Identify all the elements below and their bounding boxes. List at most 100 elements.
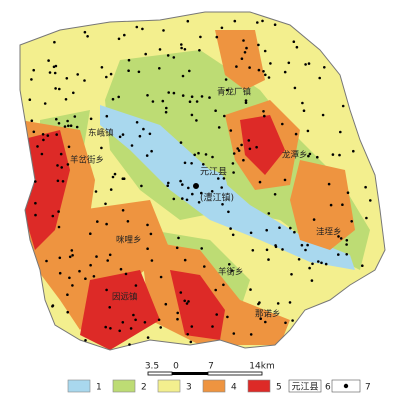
sample-point: [267, 76, 271, 79]
sample-point: [255, 145, 258, 149]
scale-segment: [172, 372, 208, 375]
sample-point: [51, 214, 55, 218]
sample-point: [249, 333, 253, 336]
sample-point: [134, 284, 138, 287]
sample-point: [283, 70, 287, 74]
sample-point: [172, 56, 176, 59]
sample-point: [56, 179, 60, 183]
place-label: 青龙厂镇: [217, 87, 252, 98]
sample-point: [316, 155, 319, 159]
sample-point: [245, 46, 248, 50]
sample-point: [369, 199, 372, 202]
sample-point: [339, 237, 343, 240]
sample-point: [146, 336, 150, 339]
sample-point: [324, 262, 328, 266]
sample-point: [67, 124, 70, 128]
sample-point: [249, 231, 253, 235]
sample-point: [83, 79, 86, 82]
sample-point: [57, 225, 61, 229]
sample-point: [233, 19, 237, 23]
sample-point: [58, 271, 62, 275]
sample-point: [255, 21, 259, 24]
sample-point: [188, 100, 192, 103]
sample-point: [94, 190, 98, 193]
place-label: 因远镇: [112, 292, 138, 303]
sample-point: [36, 145, 39, 148]
sample-point: [71, 254, 74, 257]
scale-label: 0: [173, 362, 179, 372]
sample-point: [240, 143, 243, 147]
scale-segment: [147, 371, 173, 376]
sample-point: [197, 151, 200, 155]
sample-point: [341, 203, 344, 206]
sample-point: [191, 192, 194, 196]
sample-point: [301, 101, 304, 105]
sample-point: [214, 109, 217, 112]
sample-point: [274, 244, 277, 247]
sample-point: [179, 179, 182, 183]
sample-point: [176, 311, 179, 315]
sample-point: [185, 302, 189, 305]
legend-dot: [343, 383, 349, 389]
sample-point: [132, 313, 135, 317]
sample-point: [124, 272, 128, 276]
sample-point: [221, 203, 224, 206]
sample-point: [310, 279, 314, 282]
sample-point: [308, 152, 312, 156]
sample-point: [70, 249, 74, 252]
legend-swatch: [67, 379, 91, 393]
sample-point: [89, 232, 92, 235]
sample-point: [352, 149, 355, 153]
sample-point: [276, 302, 280, 305]
sample-point: [195, 119, 198, 122]
zone-4: [215, 30, 265, 90]
sample-point: [138, 134, 142, 138]
sample-point: [278, 226, 281, 229]
sample-point: [57, 122, 61, 125]
sample-point: [92, 275, 96, 278]
sample-point: [167, 91, 170, 94]
sample-point: [164, 302, 168, 306]
sample-point: [175, 246, 179, 250]
sample-point: [267, 212, 271, 215]
terrain: [20, 12, 385, 350]
sample-point: [281, 248, 284, 251]
sample-point: [181, 74, 185, 78]
sample-point: [68, 255, 72, 259]
sample-point: [188, 69, 191, 73]
sample-point: [338, 153, 341, 157]
sample-point: [232, 332, 236, 335]
zone-4: [290, 160, 355, 250]
sample-point: [78, 269, 81, 273]
sample-point: [211, 325, 214, 328]
sample-point: [83, 30, 87, 34]
sample-point: [229, 129, 233, 132]
sample-point: [34, 213, 37, 217]
sample-point: [300, 243, 304, 247]
sample-point: [220, 186, 223, 189]
sample-point: [150, 149, 153, 153]
sample-point: [121, 209, 125, 212]
zone-5: [80, 270, 160, 350]
sample-point: [364, 185, 367, 189]
sample-point: [32, 130, 36, 134]
sample-point: [119, 267, 123, 271]
sample-point: [30, 119, 34, 122]
sample-point: [273, 193, 277, 196]
sample-point: [161, 99, 165, 103]
sample-point: [149, 232, 153, 236]
sample-point: [113, 172, 117, 176]
sample-point: [144, 52, 147, 56]
sample-point: [229, 227, 232, 230]
scale-label: 14km: [249, 362, 274, 372]
sample-point: [265, 248, 269, 252]
sample-point: [180, 46, 183, 50]
scale-segment: [207, 371, 263, 376]
sample-point: [30, 78, 33, 81]
sample-point: [61, 180, 65, 183]
sample-point: [104, 202, 107, 206]
sample-point: [162, 29, 165, 32]
sample-point: [287, 61, 291, 65]
legend-label: 2: [141, 383, 147, 393]
